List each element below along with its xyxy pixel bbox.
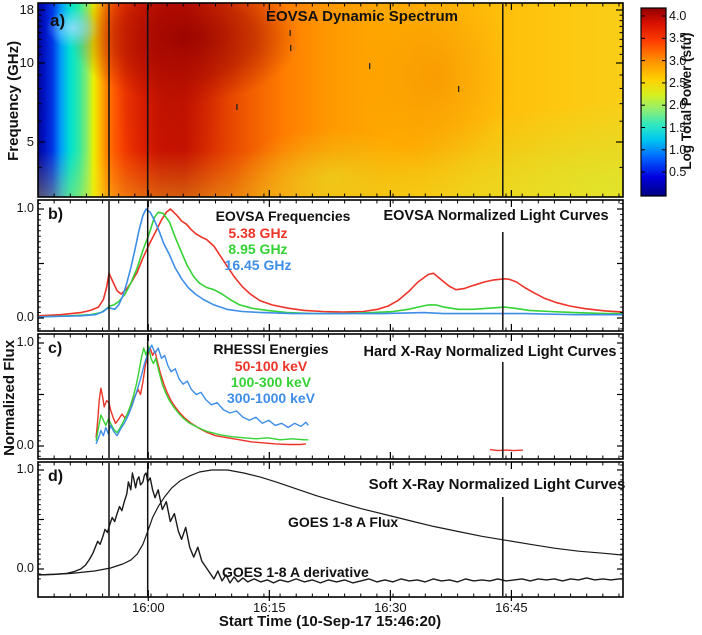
colorbar-tick-label: 0.5 [669,165,687,180]
x-axis-title: Start Time (10-Sep-17 15:46:20) [218,613,442,630]
series-50-100-kev [489,448,523,452]
dynamic-spectrum-heatmap [38,3,623,197]
y-tick-label: 0.0 [16,438,34,452]
goes-flux-label: GOES 1-8 A Flux [288,514,399,530]
y-tick-label: 0.0 [16,310,34,324]
panel-b-title: EOVSA Normalized Light Curves [383,208,609,224]
panel-label-b: b) [48,206,64,223]
series-100-300-kev [95,345,309,442]
colorbar-tick-label: 1.0 [669,142,687,157]
panel-a-title: EOVSA Dynamic Spectrum [265,8,458,25]
frequency-axis-label: Frequency (GHz) [5,40,23,161]
colorbar-tick-label: 1.5 [669,120,687,135]
y-tick-label: 1.0 [16,462,34,476]
freq-tick-label: 18 [19,2,34,17]
colorbar-tick-label: 2.0 [669,98,687,113]
panel-c-title: Hard X-Ray Normalized Light Curves [363,344,617,360]
panel-c-frame [37,333,624,460]
panel-label-a: a) [50,11,66,30]
series-300-1000-kev [95,344,309,445]
legend-entry-8.95-ghz: 8.95 GHz [228,241,288,257]
colorbar-tick-label: 4.0 [669,9,687,23]
x-tick-label: 16:15 [253,600,286,615]
freq-tick-label: 5 [26,134,34,149]
y-tick-label: 1.0 [16,201,34,215]
panel-b-frame [37,199,624,332]
legend-entry-300-1000-kev: 300-1000 keV [227,390,315,406]
y-tick-label: 0.0 [16,561,34,575]
series-8.95-ghz [39,211,622,318]
panel-d-title: Soft X-Ray Normalized Light Curves [368,476,626,493]
legend-entry-100-300-kev: 100-300 keV [230,374,312,390]
colorbar-tick-label: 3.5 [669,31,687,46]
normalized-flux-axis-label: Normalized Flux [1,339,19,456]
panel-a-frame [37,2,624,198]
x-tick-label: 16:45 [495,600,528,615]
goes-derivative-label: GOES 1-8 A derivative [222,564,369,580]
colorbar-tick-label: 2.5 [669,75,687,90]
x-tick-label: 16:30 [374,600,407,615]
legend-entry-5.38-ghz: 5.38 GHz [228,225,288,241]
series-16.45-ghz [39,208,622,318]
rhessi-legend-title: RHESSI Energies [213,341,329,357]
colorbar [640,7,667,197]
series-goes-1-8-a-flux [39,469,622,576]
x-tick-label: 16:00 [132,600,165,615]
panel-label-d: d) [48,468,64,485]
colorbar-tick-label: 3.0 [669,53,687,68]
series-goes-1-8-a-derivative [39,472,622,584]
freq-tick-label: 10 [19,55,34,70]
plot-render-layer [37,2,666,601]
legend-entry-16.45-ghz: 16.45 GHz [224,257,292,273]
panel-label-c: c) [48,340,63,357]
eovsa-legend-title: EOVSA Frequencies [215,208,351,224]
legend-entry-50-100-kev: 50-100 keV [234,358,308,374]
y-tick-label: 1.0 [16,335,34,349]
